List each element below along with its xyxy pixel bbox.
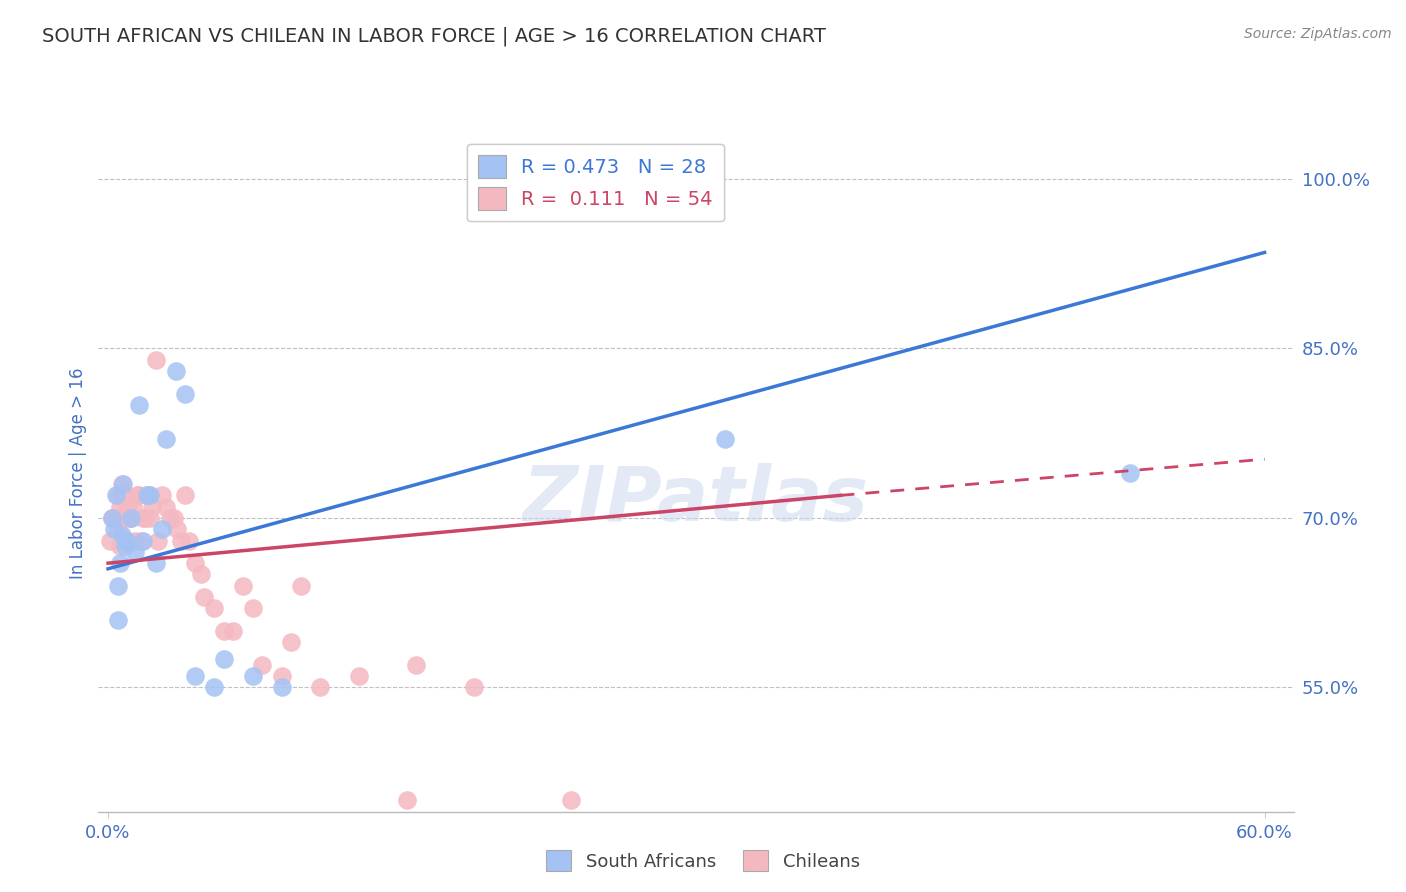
Point: [124, 545, 146, 559]
Point: [212, 652, 235, 666]
Point: [134, 511, 156, 525]
Point: [145, 352, 167, 367]
Point: [108, 500, 131, 514]
Point: [141, 500, 163, 514]
Point: [165, 364, 187, 378]
Point: [280, 635, 302, 649]
Point: [202, 681, 225, 695]
Point: [139, 488, 162, 502]
Point: [128, 488, 150, 502]
Point: [714, 432, 737, 446]
Point: [145, 556, 167, 570]
Point: [124, 533, 146, 548]
Legend: R = 0.473   N = 28, R =  0.111   N = 54: R = 0.473 N = 28, R = 0.111 N = 54: [467, 144, 724, 221]
Point: [132, 533, 155, 548]
Legend: South Africans, Chileans: South Africans, Chileans: [538, 843, 868, 879]
Text: ZIPatlas: ZIPatlas: [523, 463, 869, 537]
Point: [242, 601, 264, 615]
Point: [162, 511, 184, 525]
Point: [114, 533, 136, 548]
Point: [107, 522, 129, 536]
Point: [159, 511, 181, 525]
Point: [135, 488, 157, 502]
Point: [138, 488, 160, 502]
Point: [108, 556, 131, 570]
Point: [270, 681, 292, 695]
Point: [174, 488, 197, 502]
Point: [202, 601, 225, 615]
Point: [405, 657, 427, 672]
Point: [190, 567, 212, 582]
Point: [132, 511, 155, 525]
Point: [174, 386, 197, 401]
Point: [128, 398, 150, 412]
Point: [118, 511, 141, 525]
Point: [222, 624, 245, 638]
Point: [1118, 466, 1140, 480]
Point: [463, 681, 485, 695]
Point: [110, 477, 132, 491]
Point: [184, 556, 207, 570]
Point: [104, 511, 127, 525]
Point: [101, 511, 124, 525]
Point: [117, 533, 139, 548]
Point: [107, 488, 129, 502]
Point: [112, 477, 135, 491]
Point: [117, 500, 139, 514]
Point: [177, 533, 200, 548]
Point: [290, 579, 312, 593]
Point: [212, 624, 235, 638]
Point: [232, 579, 254, 593]
Point: [104, 488, 127, 502]
Point: [170, 533, 193, 548]
Point: [129, 533, 152, 548]
Point: [122, 500, 145, 514]
Point: [166, 522, 188, 536]
Point: [560, 793, 582, 807]
Point: [347, 669, 370, 683]
Point: [125, 488, 148, 502]
Point: [135, 488, 157, 502]
Point: [242, 669, 264, 683]
Point: [101, 511, 124, 525]
Point: [110, 528, 132, 542]
Y-axis label: In Labor Force | Age > 16: In Labor Force | Age > 16: [69, 367, 87, 579]
Point: [103, 511, 125, 525]
Point: [114, 539, 136, 553]
Point: [252, 657, 274, 672]
Point: [155, 432, 177, 446]
Point: [270, 669, 292, 683]
Point: [107, 579, 129, 593]
Point: [139, 511, 162, 525]
Point: [395, 793, 418, 807]
Point: [103, 522, 125, 536]
Point: [112, 488, 135, 502]
Point: [148, 533, 170, 548]
Point: [108, 539, 131, 553]
Point: [107, 613, 129, 627]
Point: [193, 590, 215, 604]
Point: [120, 511, 142, 525]
Text: Source: ZipAtlas.com: Source: ZipAtlas.com: [1244, 27, 1392, 41]
Text: SOUTH AFRICAN VS CHILEAN IN LABOR FORCE | AGE > 16 CORRELATION CHART: SOUTH AFRICAN VS CHILEAN IN LABOR FORCE …: [42, 27, 827, 46]
Point: [117, 533, 139, 548]
Point: [184, 669, 207, 683]
Point: [150, 522, 173, 536]
Point: [309, 681, 332, 695]
Point: [155, 500, 177, 514]
Point: [120, 511, 142, 525]
Point: [150, 488, 173, 502]
Point: [98, 533, 121, 548]
